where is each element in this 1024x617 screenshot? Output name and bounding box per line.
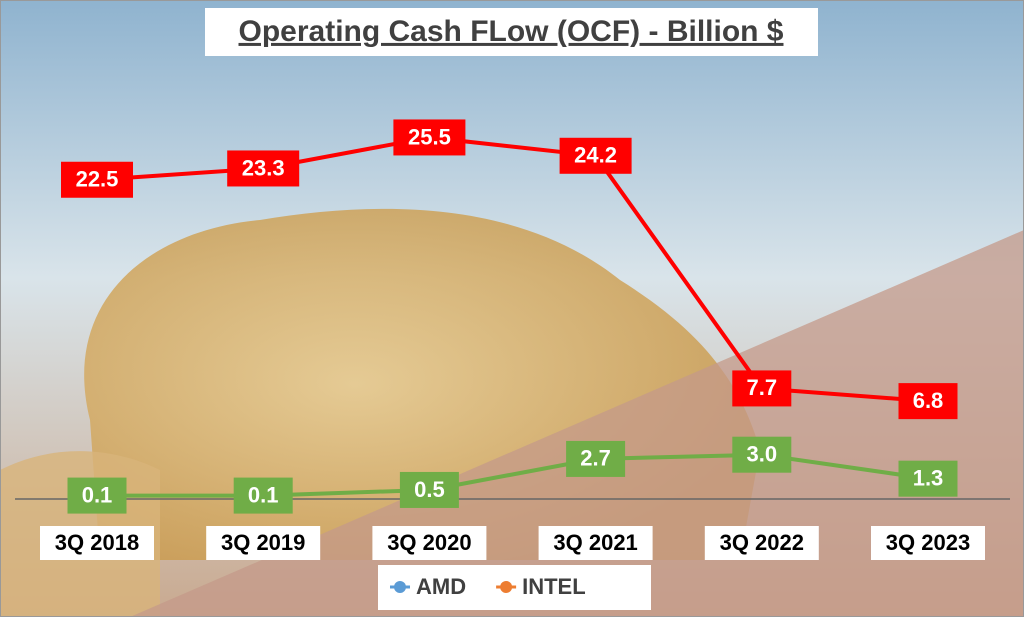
data-label-box [898, 460, 958, 497]
legend-label: INTEL [522, 574, 586, 599]
x-tick-label: 3Q 2022 [720, 530, 804, 555]
legend-marker [394, 581, 406, 593]
x-tick-label: 3Q 2021 [553, 530, 637, 555]
data-label: 0.1 [248, 482, 279, 507]
data-label-box [732, 370, 792, 407]
data-label-box [732, 436, 792, 473]
x-tick-label: 3Q 2019 [221, 530, 305, 555]
data-label-box [233, 477, 293, 514]
legend-label: AMD [416, 574, 466, 599]
data-label: 25.5 [408, 124, 451, 149]
background-ramp [130, 230, 1024, 617]
data-label-box [566, 440, 626, 477]
data-label: 6.8 [913, 388, 944, 413]
data-label: 24.2 [574, 143, 617, 168]
data-label: 23.3 [242, 155, 285, 180]
data-label: 3.0 [747, 442, 778, 467]
chart-title: Operating Cash FLow (OCF) - Billion $ [239, 15, 784, 48]
x-tick-label-box [206, 526, 321, 560]
x-tick-label: 3Q 2020 [387, 530, 471, 555]
data-label: 0.1 [82, 482, 113, 507]
data-label: 1.3 [913, 465, 944, 490]
x-tick-label-box [704, 526, 819, 560]
data-label: 0.5 [414, 477, 445, 502]
data-label: 7.7 [747, 375, 778, 400]
x-tick-label-box [538, 526, 653, 560]
data-label-box [399, 471, 459, 508]
x-tick-label-box [372, 526, 487, 560]
x-tick-label: 3Q 2018 [55, 530, 139, 555]
data-label-box [559, 137, 632, 174]
data-label: 2.7 [580, 446, 611, 471]
data-label-box [61, 161, 133, 198]
x-tick-label-box [40, 526, 154, 560]
legend-marker [500, 581, 513, 593]
x-tick-label: 3Q 2023 [886, 530, 970, 555]
data-label-box [67, 477, 127, 514]
title-box [205, 8, 818, 56]
data-label: 22.5 [76, 167, 119, 192]
data-label-box [393, 119, 466, 156]
data-label-box [227, 150, 300, 187]
data-label-box [898, 383, 958, 420]
x-tick-label-box [871, 526, 985, 560]
